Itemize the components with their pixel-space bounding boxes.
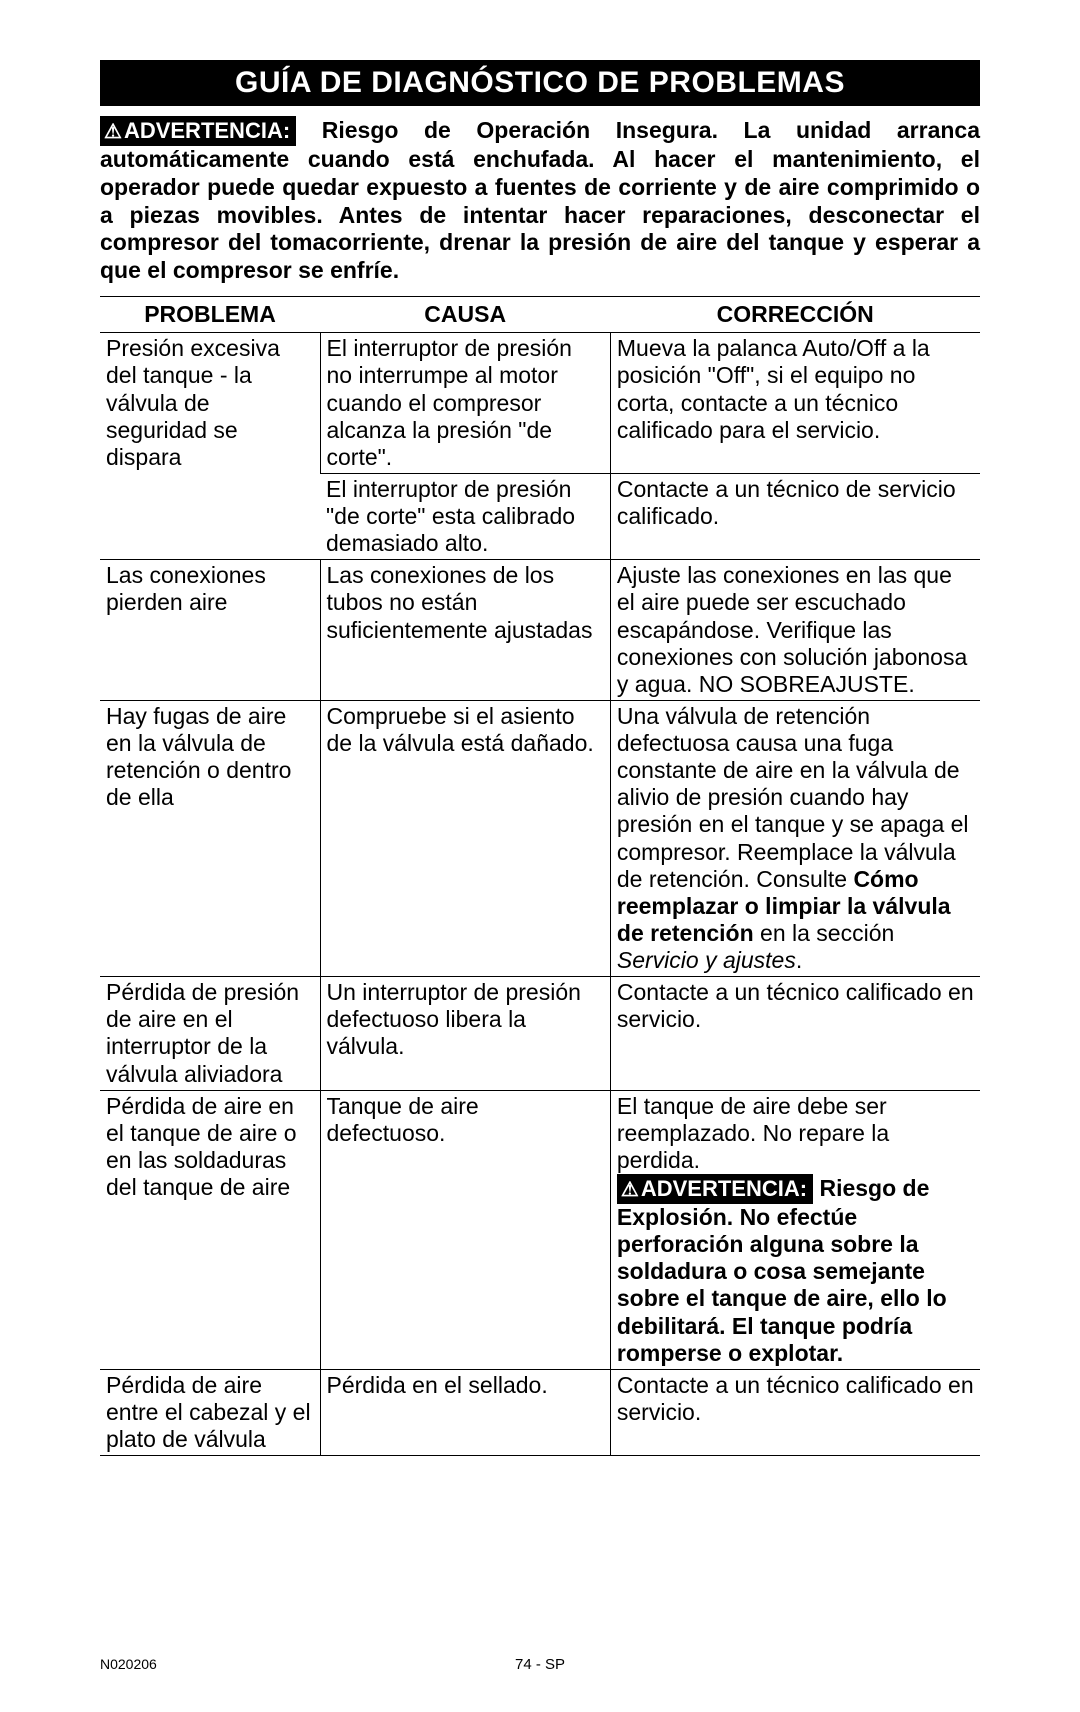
header-causa: CAUSA [320, 297, 610, 333]
cell-causa: Tanque de aire defectuoso. [320, 1090, 610, 1369]
cell-causa: Pérdida en el sellado. [320, 1369, 610, 1455]
footer-center: 74 - SP [515, 1656, 565, 1673]
cell-correccion: Contacte a un técnico calificado en serv… [610, 977, 980, 1091]
text: . [796, 947, 802, 973]
cell-problema: Las conexiones pierden aire [100, 560, 320, 701]
text: Una válvula de retención defectuosa caus… [617, 703, 969, 892]
cell-correccion: Una válvula de retención defectuosa caus… [610, 700, 980, 976]
table-row: Las conexiones pierden aire Las conexion… [100, 560, 980, 701]
warning-label: ADVERTENCIA: [124, 118, 290, 143]
cell-causa: Las conexiones de los tubos no están suf… [320, 560, 610, 701]
table-row: Hay fugas de aire en la válvula de reten… [100, 700, 980, 976]
cell-correccion: El tanque de aire debe ser reemplazado. … [610, 1090, 980, 1369]
header-problema: PROBLEMA [100, 297, 320, 333]
warning-badge: ⚠ADVERTENCIA: [100, 116, 296, 146]
warning-icon: ⚠ [621, 1179, 639, 1203]
cell-problema: Hay fugas de aire en la válvula de reten… [100, 700, 320, 976]
table-row: Pérdida de aire en el tanque de aire o e… [100, 1090, 980, 1369]
page-title-bar: GUÍA DE DIAGNÓSTICO DE PROBLEMAS [100, 60, 980, 106]
cell-correccion: Contacte a un técnico calificado en serv… [610, 1369, 980, 1455]
table-header-row: PROBLEMA CAUSA CORRECCIÓN [100, 297, 980, 333]
cell-correccion: Mueva la palanca Auto/Off a la posición … [610, 333, 980, 474]
cell-causa: Compruebe si el asiento de la válvula es… [320, 700, 610, 976]
table-row: Pérdida de presión de aire en el interru… [100, 977, 980, 1091]
cell-problema: Pérdida de presión de aire en el interru… [100, 977, 320, 1091]
footer-left: N020206 [100, 1656, 157, 1672]
page-footer: N020206 74 - SP [100, 1656, 980, 1672]
cell-correccion: Ajuste las conexiones en las que el aire… [610, 560, 980, 701]
header-correccion: CORRECCIÓN [610, 297, 980, 333]
cell-problema: Presión excesiva del tanque - la válvula… [100, 333, 320, 560]
page-title: GUÍA DE DIAGNÓSTICO DE PROBLEMAS [235, 66, 845, 99]
page: GUÍA DE DIAGNÓSTICO DE PROBLEMAS ⚠ADVERT… [0, 0, 1080, 1712]
cell-causa: Un interruptor de presión defectuoso lib… [320, 977, 610, 1091]
intro-paragraph: ⚠ADVERTENCIA: Riesgo de Operación Insegu… [100, 116, 980, 284]
text-italic: Servicio y ajustes [617, 947, 796, 973]
cell-problema: Pérdida de aire en el tanque de aire o e… [100, 1090, 320, 1369]
warning-icon: ⚠ [104, 120, 122, 144]
cell-correccion: Contacte a un técnico de servicio califi… [610, 473, 980, 559]
table-row: Pérdida de aire entre el cabezal y el pl… [100, 1369, 980, 1455]
cell-problema: Pérdida de aire entre el cabezal y el pl… [100, 1369, 320, 1455]
warning-badge: ⚠ADVERTENCIA: [617, 1174, 813, 1204]
cell-causa: El interruptor de presión "de corte" est… [320, 473, 610, 559]
text-bold: Riesgo de Explosión. No efectúe perforac… [617, 1175, 947, 1366]
text: en la sección [754, 920, 895, 946]
warning-label: ADVERTENCIA: [641, 1176, 807, 1201]
troubleshooting-table: PROBLEMA CAUSA CORRECCIÓN Presión excesi… [100, 296, 980, 1456]
table-row: Presión excesiva del tanque - la válvula… [100, 333, 980, 474]
text: El tanque de aire debe ser reemplazado. … [617, 1093, 889, 1173]
cell-causa: El interruptor de presión no interrumpe … [320, 333, 610, 474]
